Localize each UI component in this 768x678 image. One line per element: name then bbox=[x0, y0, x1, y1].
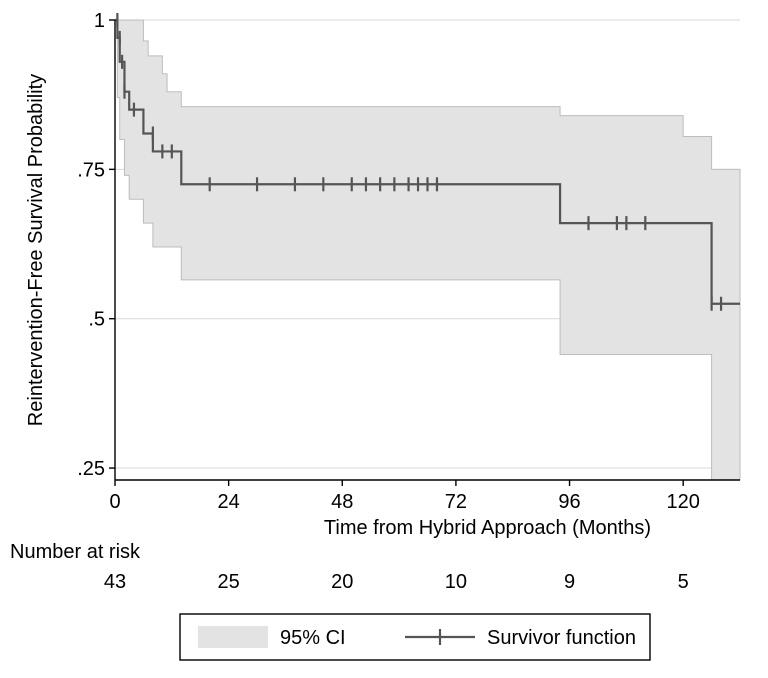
y-tick-label: .75 bbox=[77, 159, 105, 181]
km-chart: .25.5.751024487296120Time from Hybrid Ap… bbox=[0, 0, 768, 678]
x-tick-label: 24 bbox=[218, 491, 240, 513]
x-tick-label: 120 bbox=[666, 491, 699, 513]
x-tick-label: 48 bbox=[331, 491, 353, 513]
number-at-risk-value: 5 bbox=[678, 571, 689, 593]
y-tick-label: 1 bbox=[94, 10, 105, 32]
x-tick-label: 96 bbox=[558, 491, 580, 513]
number-at-risk-value: 20 bbox=[331, 571, 353, 593]
y-tick-label: .25 bbox=[77, 458, 105, 480]
x-axis-label: Time from Hybrid Approach (Months) bbox=[324, 517, 651, 539]
number-at-risk-title: Number at risk bbox=[10, 541, 141, 563]
x-tick-label: 72 bbox=[445, 491, 467, 513]
y-axis-label: Reintervention-Free Survival Probability bbox=[25, 74, 47, 426]
x-tick-label: 0 bbox=[109, 491, 120, 513]
number-at-risk-value: 43 bbox=[104, 571, 126, 593]
number-at-risk-value: 10 bbox=[445, 571, 467, 593]
y-tick-label: .5 bbox=[88, 309, 105, 331]
legend-line-label: Survivor function bbox=[487, 627, 636, 649]
number-at-risk-value: 9 bbox=[564, 571, 575, 593]
number-at-risk-value: 25 bbox=[218, 571, 240, 593]
legend-ci-swatch bbox=[198, 626, 268, 648]
legend-ci-label: 95% CI bbox=[280, 627, 346, 649]
